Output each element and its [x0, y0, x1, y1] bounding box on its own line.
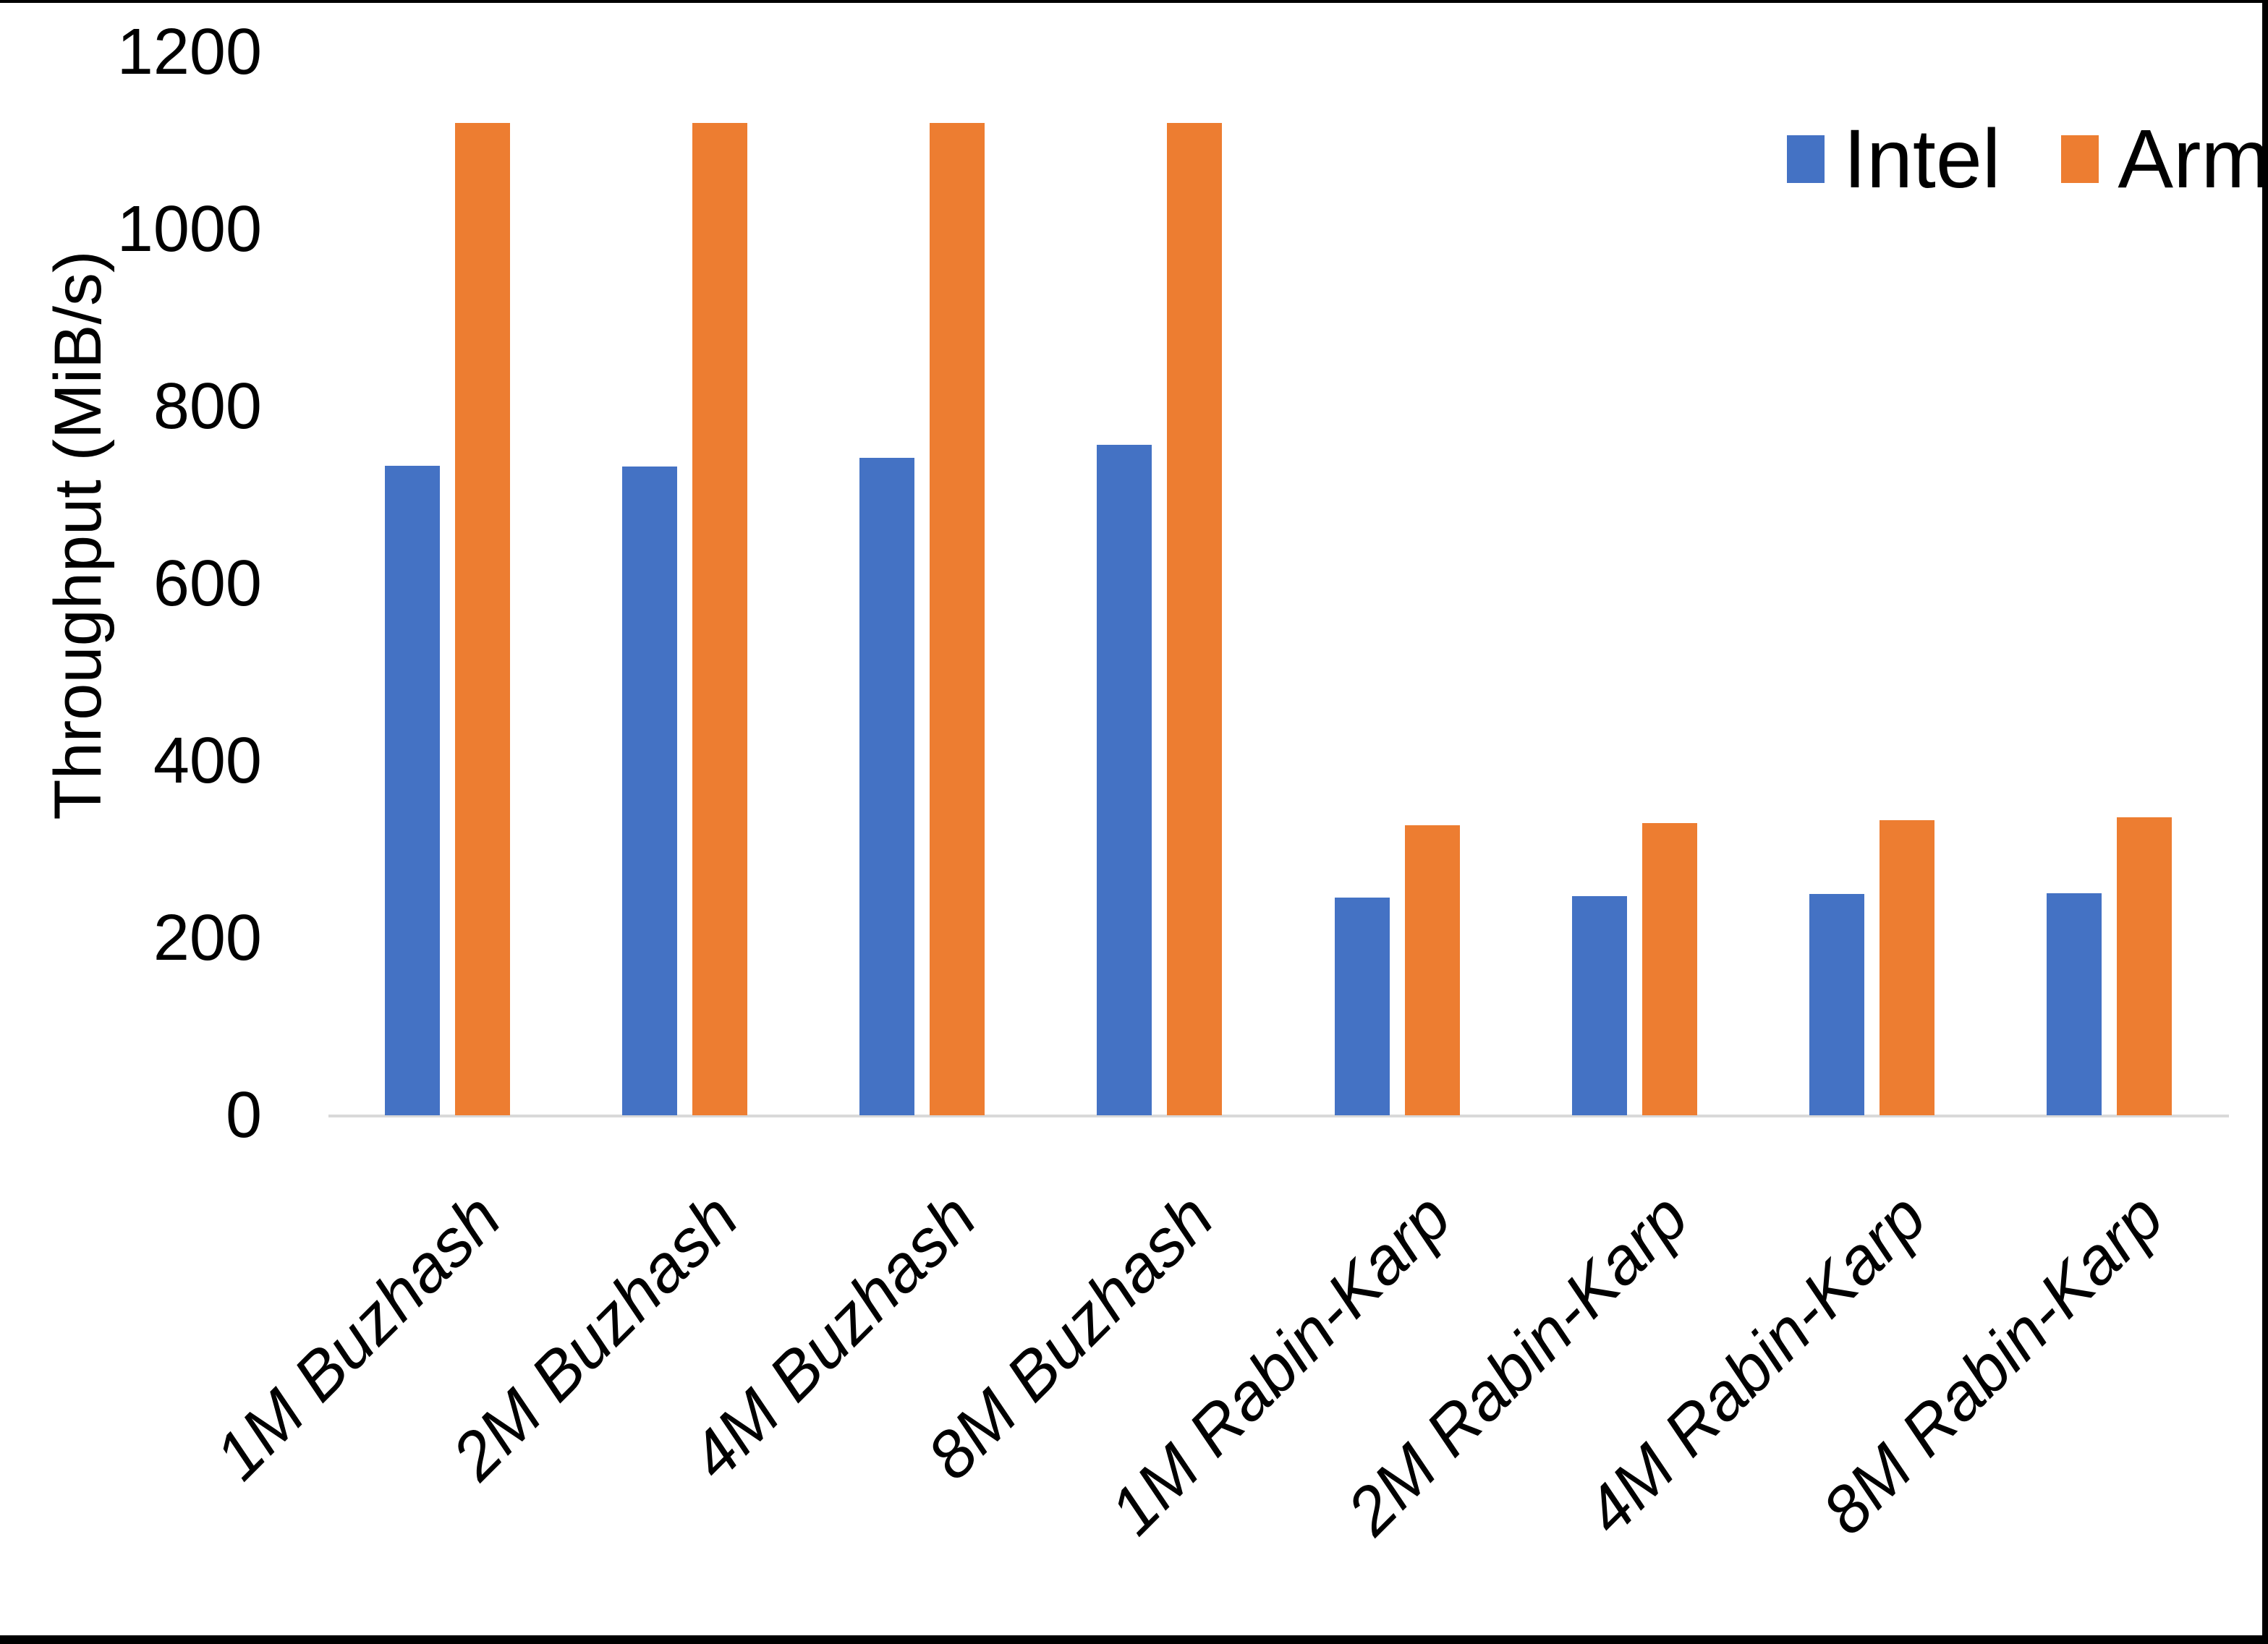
bar-intel-8m-buzhash [1097, 444, 1152, 1115]
y-tick-label-0: 0 [225, 1079, 262, 1151]
legend-item-intel: Intel [1787, 112, 2001, 205]
bar-intel-8m-rabin-karp [2047, 893, 2102, 1115]
legend-label-intel: Intel [1843, 112, 2001, 205]
bar-intel-1m-rabin-karp [1334, 897, 1390, 1115]
y-tick-label-600: 600 [153, 548, 262, 620]
bar-arm-2m-rabin-karp [1641, 822, 1697, 1116]
bar-intel-1m-buzhash [384, 466, 440, 1115]
bar-arm-1m-buzhash [454, 123, 510, 1115]
bar-arm-4m-rabin-karp [1880, 820, 1935, 1115]
y-tick-label-400: 400 [153, 725, 262, 797]
frame-border-right [2262, 0, 2268, 1644]
legend-item-arm: Arm [2061, 112, 2268, 205]
frame-border-top [0, 0, 2268, 3]
bar-arm-8m-buzhash [1167, 123, 1223, 1115]
y-tick-label-200: 200 [153, 902, 262, 974]
bar-arm-8m-rabin-karp [2117, 817, 2173, 1115]
bar-intel-4m-rabin-karp [1809, 893, 1865, 1116]
legend-swatch-arm [2061, 135, 2099, 183]
y-tick-label-1000: 1000 [116, 193, 262, 265]
bar-intel-2m-buzhash [621, 467, 677, 1115]
plot-area [328, 52, 2228, 1116]
frame-border-bottom [0, 1635, 2268, 1644]
bar-arm-2m-buzhash [692, 123, 747, 1115]
legend-swatch-intel [1787, 135, 1825, 183]
x-axis-line [328, 1115, 2229, 1117]
bar-arm-1m-rabin-karp [1404, 825, 1460, 1115]
bar-intel-4m-buzhash [859, 458, 915, 1115]
legend-label-arm: Arm [2118, 112, 2268, 205]
bar-intel-2m-rabin-karp [1571, 896, 1627, 1115]
y-tick-label-800: 800 [153, 370, 262, 443]
bar-arm-4m-buzhash [930, 123, 985, 1115]
y-tick-label-1200: 1200 [116, 16, 262, 88]
